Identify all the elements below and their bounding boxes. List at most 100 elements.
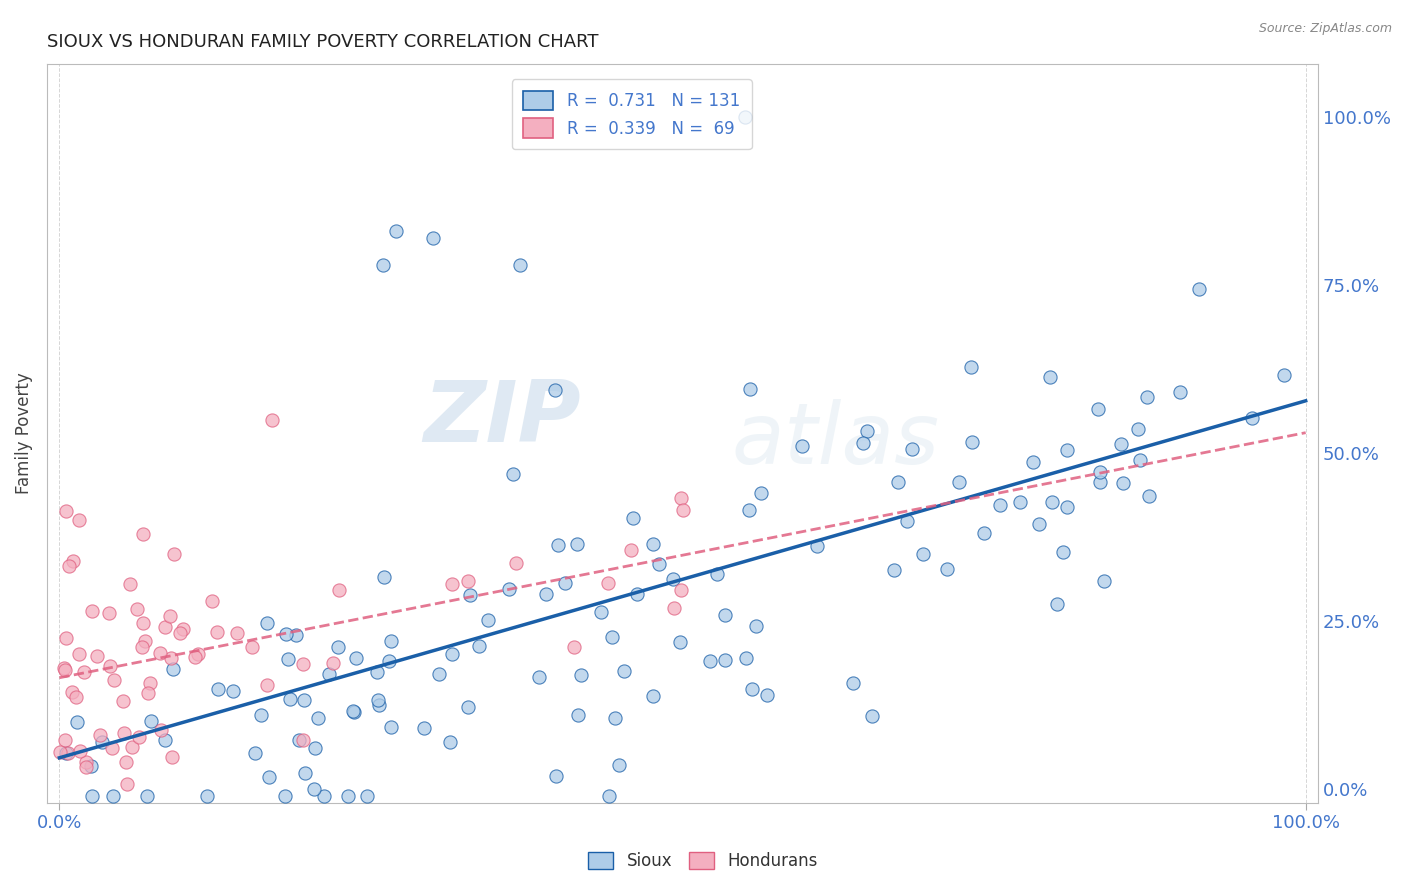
Point [103, 673, 125, 688]
Point [187, 647, 209, 661]
Point [307, 711, 329, 725]
Point [427, 666, 450, 681]
Point [97, 606, 120, 620]
Point [373, 258, 395, 272]
Point [457, 699, 479, 714]
Point [1042, 495, 1064, 509]
Point [440, 577, 463, 591]
Point [378, 654, 401, 668]
Point [132, 616, 155, 631]
Point [505, 556, 527, 570]
Point [302, 781, 325, 796]
Point [936, 562, 959, 576]
Point [367, 693, 389, 707]
Point [565, 537, 588, 551]
Point [1039, 370, 1062, 384]
Point [80, 759, 103, 773]
Point [1056, 500, 1078, 514]
Point [605, 711, 627, 725]
Point [1241, 411, 1264, 425]
Point [222, 683, 245, 698]
Point [600, 630, 623, 644]
Point [1022, 455, 1045, 469]
Point [256, 615, 278, 630]
Point [855, 424, 877, 438]
Point [56, 746, 79, 760]
Point [569, 668, 592, 682]
Point [458, 588, 481, 602]
Point [134, 634, 156, 648]
Point [1028, 517, 1050, 532]
Point [128, 730, 150, 744]
Point [669, 635, 692, 649]
Point [1168, 385, 1191, 400]
Point [413, 721, 436, 735]
Point [672, 503, 695, 517]
Point [714, 652, 737, 666]
Point [169, 626, 191, 640]
Point [380, 720, 402, 734]
Point [860, 708, 883, 723]
Point [440, 647, 463, 661]
Point [288, 733, 311, 747]
Point [1092, 574, 1115, 588]
Point [135, 789, 157, 803]
Point [664, 601, 686, 615]
Point [328, 582, 350, 597]
Point [737, 503, 759, 517]
Point [1056, 443, 1078, 458]
Point [562, 640, 585, 654]
Point [749, 485, 772, 500]
Point [195, 789, 218, 803]
Point [457, 574, 479, 589]
Point [554, 575, 576, 590]
Point [225, 626, 247, 640]
Point [149, 723, 172, 738]
Text: atlas: atlas [731, 399, 939, 482]
Point [65, 690, 87, 704]
Point [53, 661, 76, 675]
Point [278, 691, 301, 706]
Point [172, 622, 194, 636]
Point [89, 728, 111, 742]
Point [1109, 437, 1132, 451]
Point [1272, 368, 1295, 382]
Point [842, 676, 865, 690]
Point [734, 110, 756, 124]
Point [852, 436, 875, 450]
Point [131, 640, 153, 654]
Text: ZIP: ZIP [423, 376, 581, 459]
Point [607, 758, 630, 772]
Point [115, 777, 138, 791]
Point [1008, 495, 1031, 509]
Point [988, 498, 1011, 512]
Point [91, 735, 114, 749]
Point [756, 688, 779, 702]
Point [1137, 489, 1160, 503]
Point [547, 538, 569, 552]
Point [55, 504, 77, 518]
Point [886, 475, 908, 489]
Point [274, 627, 297, 641]
Point [262, 412, 284, 426]
Point [534, 586, 557, 600]
Point [274, 789, 297, 803]
Point [292, 733, 315, 747]
Point [477, 613, 499, 627]
Point [55, 746, 77, 760]
Point [741, 682, 763, 697]
Point [342, 704, 364, 718]
Point [322, 656, 344, 670]
Point [367, 698, 389, 712]
Text: SIOUX VS HONDURAN FAMILY POVERTY CORRELATION CHART: SIOUX VS HONDURAN FAMILY POVERTY CORRELA… [46, 33, 599, 51]
Point [699, 654, 721, 668]
Point [669, 491, 692, 506]
Point [740, 382, 762, 396]
Point [960, 434, 983, 449]
Point [356, 789, 378, 803]
Point [1128, 422, 1150, 436]
Point [149, 646, 172, 660]
Point [69, 743, 91, 757]
Point [136, 686, 159, 700]
Point [259, 770, 281, 784]
